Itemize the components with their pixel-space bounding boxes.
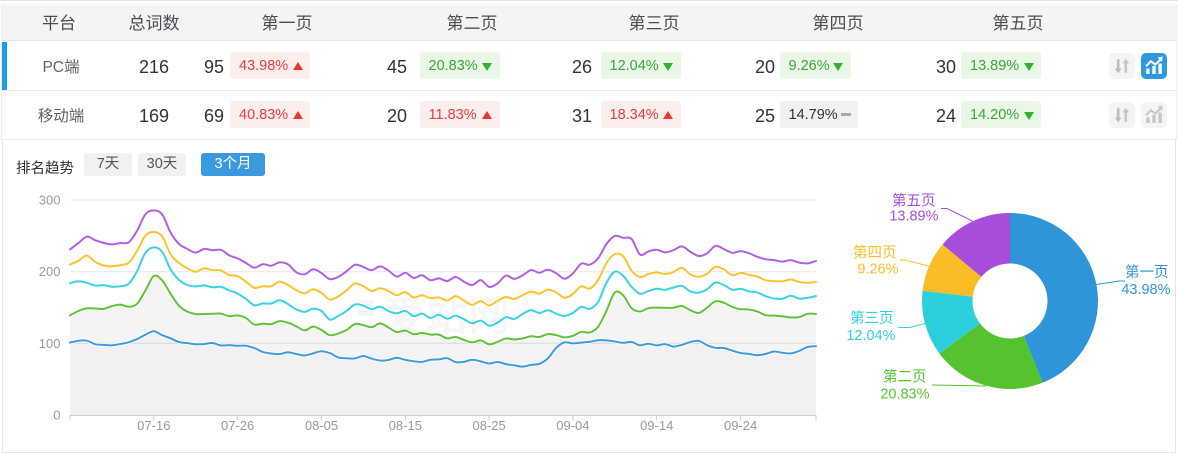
svg-text:07-26: 07-26	[221, 418, 254, 433]
svg-text:第一页: 第一页	[1125, 263, 1169, 281]
svg-text:08-05: 08-05	[305, 418, 338, 433]
svg-text:07-16: 07-16	[137, 418, 170, 433]
svg-text:08-25: 08-25	[472, 418, 505, 433]
svg-text:0: 0	[53, 408, 60, 423]
svg-text:200: 200	[39, 264, 61, 279]
svg-text:100: 100	[39, 336, 61, 351]
svg-text:第三页: 第三页	[850, 309, 894, 327]
svg-text:13.89%: 13.89%	[889, 209, 938, 225]
svg-text:09-24: 09-24	[724, 418, 757, 433]
svg-text:09-04: 09-04	[556, 418, 589, 433]
svg-text:第四页: 第四页	[853, 244, 897, 262]
svg-text:300: 300	[39, 193, 61, 208]
svg-text:第五页: 第五页	[892, 192, 936, 210]
svg-text:20.83%: 20.83%	[880, 387, 929, 403]
svg-text:08-15: 08-15	[389, 418, 422, 433]
svg-text:09-14: 09-14	[640, 418, 673, 433]
svg-text:9.26%: 9.26%	[857, 262, 898, 278]
svg-text:12.04%: 12.04%	[846, 328, 895, 344]
svg-text:43.98%: 43.98%	[1121, 282, 1170, 298]
svg-text:第二页: 第二页	[883, 368, 927, 386]
